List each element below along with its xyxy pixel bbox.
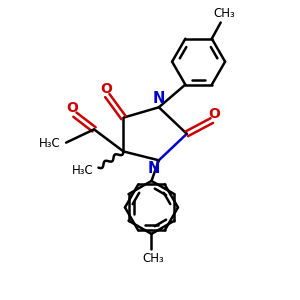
Text: O: O	[100, 82, 112, 96]
Text: N: N	[153, 91, 165, 106]
Text: CH₃: CH₃	[142, 252, 164, 266]
Text: H₃C: H₃C	[72, 164, 94, 176]
Text: O: O	[208, 107, 220, 121]
Text: N: N	[147, 161, 160, 176]
Text: O: O	[67, 101, 79, 115]
Text: H₃C: H₃C	[39, 137, 61, 150]
Text: CH₃: CH₃	[213, 7, 235, 20]
